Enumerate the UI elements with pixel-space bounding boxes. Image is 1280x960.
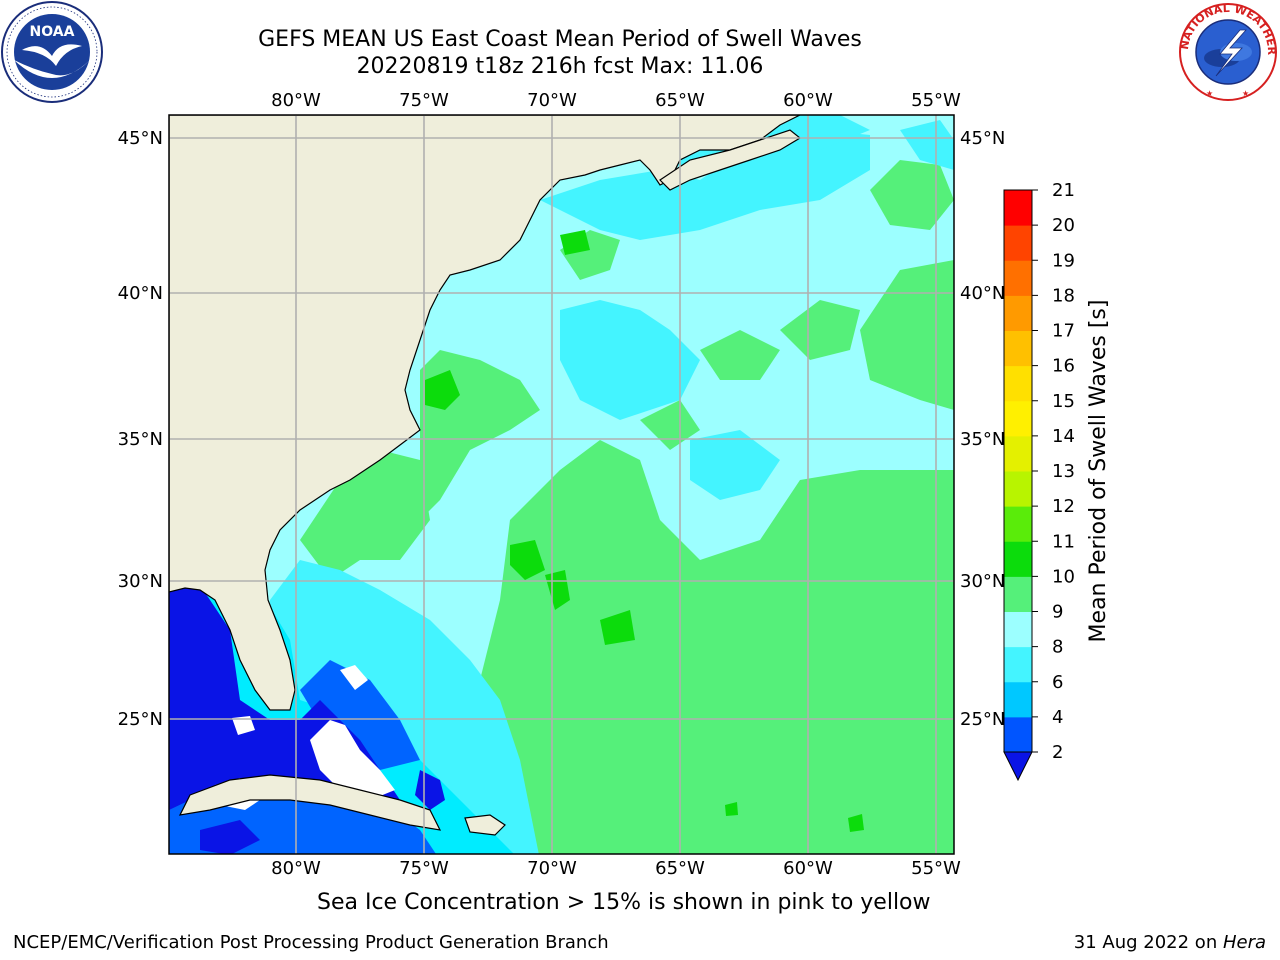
colorbar-tick-label: 15 <box>1052 391 1075 412</box>
chart-title: GEFS MEAN US East Coast Mean Period of S… <box>258 27 862 52</box>
lon-label: 65°W <box>655 858 705 879</box>
footer-host: Hera <box>1222 932 1266 953</box>
colorbar-tick-label: 10 <box>1052 566 1075 587</box>
colorbar-tick-label: 8 <box>1052 637 1063 658</box>
lon-label: 60°W <box>783 90 833 111</box>
lat-label: 45°N <box>118 128 163 149</box>
lat-label: 30°N <box>118 571 163 592</box>
colorbar-tick-label: 14 <box>1052 426 1075 447</box>
swell-10-11-regions <box>425 230 864 832</box>
left-latitude-labels: 45°N 40°N 35°N 30°N 25°N <box>118 128 163 730</box>
footer-credit: NCEP/EMC/Verification Post Processing Pr… <box>13 932 609 953</box>
colorbar-segment <box>1004 435 1032 472</box>
map-area <box>169 115 954 854</box>
colorbar-segment <box>1004 541 1032 577</box>
lon-label: 55°W <box>911 90 961 111</box>
lat-label: 35°N <box>960 429 1005 450</box>
colorbar-segment <box>1004 330 1032 367</box>
colorbar-segment <box>1004 225 1032 261</box>
svg-text:NOAA: NOAA <box>30 24 75 40</box>
colorbar-segment <box>1004 260 1032 296</box>
lon-label: 80°W <box>271 858 321 879</box>
right-latitude-labels: 45°N 40°N 35°N 30°N 25°N <box>960 128 1005 730</box>
colorbar-tick-label: 6 <box>1052 672 1063 693</box>
colorbar-extend-arrow <box>1003 751 1033 782</box>
top-longitude-labels: 80°W 75°W 70°W 65°W 60°W 55°W <box>271 90 961 111</box>
lat-label: 45°N <box>960 128 1005 149</box>
lon-label: 65°W <box>655 90 705 111</box>
lon-label: 55°W <box>911 858 961 879</box>
swell-9-10-regions <box>300 160 954 854</box>
colorbar-segment <box>1004 506 1032 542</box>
chart-subtitle: 20220819 t18z 216h fcst Max: 11.06 <box>356 54 764 79</box>
noaa-logo-icon: NOAA <box>1 1 103 103</box>
lon-label: 70°W <box>527 858 577 879</box>
colorbar-segment <box>1004 611 1032 648</box>
lat-label: 25°N <box>118 709 163 730</box>
lat-label: 40°N <box>118 283 163 304</box>
colorbar-tick-label: 4 <box>1052 707 1063 728</box>
lon-label: 75°W <box>399 858 449 879</box>
colorbar-segment <box>1004 190 1032 226</box>
colorbar-tick-label: 21 <box>1052 180 1075 201</box>
bottom-longitude-labels: 80°W 75°W 70°W 65°W 60°W 55°W <box>271 858 961 879</box>
colorbar-segment <box>1004 576 1032 612</box>
colorbar-tick-label: 16 <box>1052 356 1075 377</box>
colorbar-segment <box>1004 716 1032 753</box>
map-grid <box>169 115 954 854</box>
colorbar-tick-label: 18 <box>1052 285 1075 306</box>
lon-label: 70°W <box>527 90 577 111</box>
colorbar-tick-label: 2 <box>1052 742 1063 763</box>
svg-text:★: ★ <box>1242 89 1249 98</box>
colorbar-tick-label: 13 <box>1052 461 1075 482</box>
colorbar-tick-label: 17 <box>1052 321 1075 342</box>
colorbar-segment <box>1004 646 1032 683</box>
lat-label: 25°N <box>960 709 1005 730</box>
colorbar-segment <box>1004 681 1032 718</box>
colorbar-tick-label: 19 <box>1052 250 1075 271</box>
colorbar-segment <box>1004 295 1032 331</box>
colorbar-segment <box>1004 365 1032 402</box>
land-mass <box>169 115 802 836</box>
colorbar: 2 4 6 8 9 10 11 12 13 14 15 16 17 18 19 20 21 <box>1003 180 1075 782</box>
lat-label: 30°N <box>960 571 1005 592</box>
lat-label: 40°N <box>960 283 1005 304</box>
nws-logo-icon: NATIONAL WEATHER SERVICE ★ ★ <box>1176 0 1278 102</box>
lon-label: 80°W <box>271 90 321 111</box>
colorbar-tick-label: 12 <box>1052 496 1075 517</box>
colorbar-tick-label: 20 <box>1052 215 1075 236</box>
sea-ice-note: Sea Ice Concentration > 15% is shown in … <box>317 890 931 915</box>
colorbar-segment <box>1004 400 1032 437</box>
svg-text:★: ★ <box>1206 89 1213 98</box>
lat-label: 35°N <box>118 429 163 450</box>
footer-date: 31 Aug 2022 on Hera <box>1074 932 1266 953</box>
colorbar-segment <box>1004 471 1032 507</box>
colorbar-title: Mean Period of Swell Waves [s] <box>1086 300 1111 643</box>
colorbar-tick-label: 11 <box>1052 531 1075 552</box>
footer-date-text: 31 Aug 2022 on <box>1073 932 1223 953</box>
colorbar-tick-label: 9 <box>1052 602 1063 623</box>
lon-label: 75°W <box>399 90 449 111</box>
map-frame <box>168 114 955 855</box>
lon-label: 60°W <box>783 858 833 879</box>
